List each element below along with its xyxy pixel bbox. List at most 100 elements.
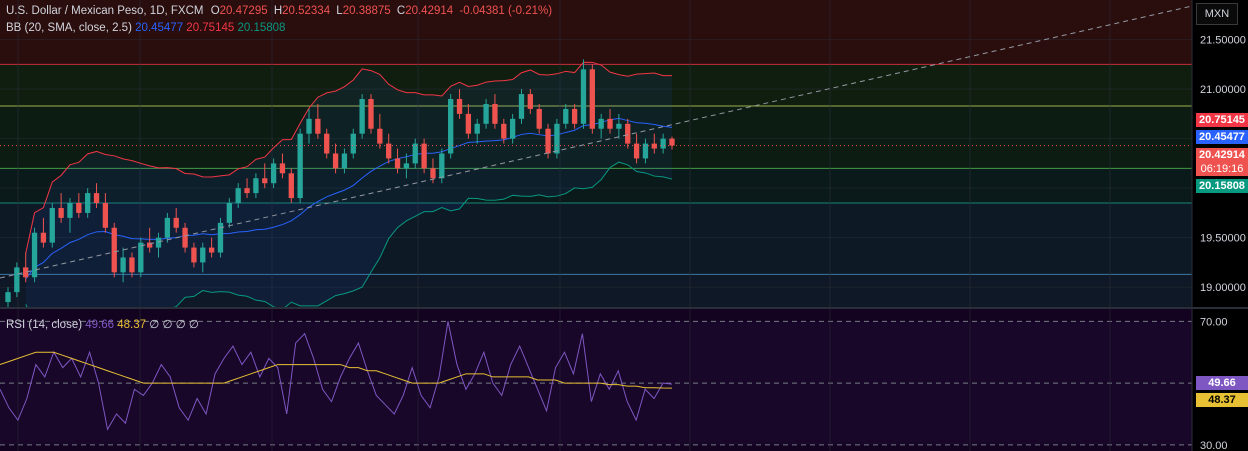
upper-band-pill: 20.75145 <box>1196 113 1248 127</box>
rsi-tick-label: 70.00 <box>1200 316 1228 328</box>
candle-body <box>191 247 197 263</box>
low-label: L <box>336 5 343 17</box>
high-label: H <box>273 5 283 17</box>
candle-body <box>111 227 117 273</box>
fib-zone <box>0 105 1192 169</box>
candle-body <box>545 128 551 154</box>
rsi-tick-label: 30.00 <box>1200 440 1228 451</box>
candle-body <box>571 108 578 124</box>
candle-body <box>244 188 250 194</box>
trend-line[interactable] <box>0 5 1193 279</box>
candle-body <box>173 217 179 228</box>
candle-body <box>49 207 55 243</box>
candle-body <box>67 203 73 218</box>
close-label: C <box>396 5 406 17</box>
open-label: O <box>210 5 220 17</box>
close-price-pill: 20.42914 <box>1196 148 1248 162</box>
fib-zone <box>0 64 1192 106</box>
candle-body <box>235 188 241 204</box>
candle-body <box>350 133 356 154</box>
candle-body <box>554 123 560 154</box>
candle-body <box>412 143 418 164</box>
candle-body <box>421 143 427 169</box>
candle-body <box>456 99 463 114</box>
candle-body <box>598 118 604 129</box>
candle-body <box>164 217 171 238</box>
rsi-legend[interactable]: RSI (14, close) 49.66 48.37 ∅ ∅ ∅ ∅ <box>6 317 199 331</box>
candle-body <box>23 267 29 278</box>
candle-body <box>660 138 666 149</box>
candle-body <box>527 94 534 109</box>
bb-basis-value: 20.45477 <box>135 22 184 34</box>
candle-body <box>536 108 542 129</box>
candle-body <box>394 158 401 169</box>
candle-body <box>279 163 286 174</box>
candle-body <box>642 143 649 159</box>
basis-pill: 20.45477 <box>1196 130 1248 144</box>
candle-body <box>297 133 303 199</box>
candle-body <box>31 232 38 278</box>
bb-label: BB (20, SMA, close, 2.5) <box>6 22 132 34</box>
bb-upper-value: 20.75145 <box>186 22 235 34</box>
symbol-legend[interactable]: U.S. Dollar / Mexican Peso, 1D, FXCM O20… <box>6 5 552 17</box>
candle-body <box>58 207 64 218</box>
rsi-value: 49.66 <box>85 319 115 331</box>
candle-body <box>589 69 595 129</box>
candle-body <box>625 123 631 144</box>
candle-body <box>200 247 206 263</box>
pane-separator <box>0 307 1248 309</box>
candle-body <box>226 203 232 223</box>
candles <box>0 59 1192 307</box>
lower-band-pill: 20.15808 <box>1196 179 1248 193</box>
candle-body <box>76 203 82 213</box>
candle-body <box>518 94 525 119</box>
candle-body <box>633 143 640 159</box>
bb-basis-line <box>25 117 673 280</box>
currency-button[interactable]: MXN <box>1196 3 1238 25</box>
candle-body <box>448 99 454 154</box>
symbol-title: U.S. Dollar / Mexican Peso, 1D, FXCM <box>6 5 204 17</box>
bb-legend[interactable]: BB (20, SMA, close, 2.5) 20.45477 20.751… <box>6 22 285 34</box>
candle-body <box>403 163 410 169</box>
candle-body <box>155 237 162 248</box>
candle-body <box>14 267 20 293</box>
rsi-ma-pill: 48.37 <box>1196 393 1248 407</box>
rsi-pane-bg <box>0 309 1192 451</box>
price-tick-label: 19.50000 <box>1200 233 1246 245</box>
candle-body <box>607 118 613 129</box>
candle-body <box>580 69 587 124</box>
candle-body <box>288 173 294 199</box>
candle-body <box>102 203 109 228</box>
candle-body <box>465 113 472 134</box>
candle-body <box>306 118 312 134</box>
candle-body <box>616 123 622 129</box>
candle-body <box>368 99 374 129</box>
candle-body <box>138 242 144 273</box>
high-value: 20.52334 <box>282 5 331 17</box>
rsi-ma-value: 48.37 <box>117 319 147 331</box>
candle-body <box>40 232 47 243</box>
countdown-pill: 06:19:16 <box>1196 162 1248 176</box>
candle-body <box>332 153 339 169</box>
candle-body <box>262 178 268 184</box>
fib-zone <box>0 168 1192 204</box>
open-value: 20.47295 <box>219 5 268 17</box>
rsi-label: RSI (14, close) <box>6 319 83 331</box>
rsi-extras: ∅ ∅ ∅ ∅ <box>149 319 199 331</box>
fib-zone <box>0 203 1192 275</box>
candle-body <box>208 247 215 253</box>
candle-body <box>270 163 277 184</box>
candle-body <box>483 103 489 124</box>
change-value: -0.04381 (-0.21%) <box>459 5 553 17</box>
candle-body <box>93 193 100 204</box>
candle-body <box>377 128 383 144</box>
candle-body <box>439 153 445 179</box>
candle-body <box>509 118 516 139</box>
price-tick-label: 21.50000 <box>1200 35 1246 47</box>
close-value: 20.42914 <box>405 5 454 17</box>
low-value: 20.38875 <box>342 5 391 17</box>
rsi-ma-line <box>0 351 673 389</box>
candle-body <box>501 123 507 139</box>
candle-body <box>129 257 135 273</box>
